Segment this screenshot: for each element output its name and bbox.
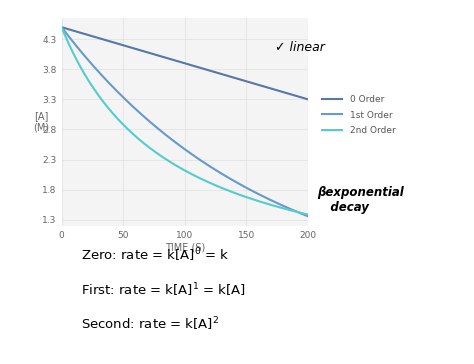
Text: βexponential
   decay: βexponential decay [318,186,404,214]
2nd Order [205,180,211,184]
0 Order [176,59,182,64]
1st Order [177,144,183,148]
Text: Zero: rate = k[A]$^0$ = k: Zero: rate = k[A]$^0$ = k [81,246,229,264]
1st Order [176,143,182,147]
1st Order [192,154,198,159]
Text: Second: rate = k[A]$^2$: Second: rate = k[A]$^2$ [81,316,219,333]
1st Order [261,194,266,199]
1st Order [299,212,305,216]
2nd Order [177,166,183,170]
0 Order [261,84,266,88]
2nd Order [59,25,64,29]
0 Order [305,97,311,102]
1st Order [205,163,211,167]
Text: ✓ linear: ✓ linear [275,41,325,54]
1st Order [305,214,311,218]
0 Order [299,95,305,100]
0 Order [59,25,64,29]
Line: 1st Order: 1st Order [62,27,308,216]
Legend: 0 Order, 1st Order, 2nd Order: 0 Order, 1st Order, 2nd Order [322,95,395,135]
Y-axis label: [A]
(M): [A] (M) [33,111,49,133]
Text: First: rate = k[A]$^1$ = k[A]: First: rate = k[A]$^1$ = k[A] [81,281,246,298]
0 Order [177,60,183,64]
Line: 2nd Order: 2nd Order [62,27,308,214]
1st Order [59,25,64,29]
X-axis label: TIME (S): TIME (S) [165,242,205,252]
2nd Order [261,201,266,205]
0 Order [192,64,198,68]
2nd Order [305,212,311,217]
Line: 0 Order: 0 Order [62,27,308,99]
2nd Order [192,174,198,178]
0 Order [205,68,211,72]
2nd Order [176,165,182,169]
2nd Order [299,211,305,215]
